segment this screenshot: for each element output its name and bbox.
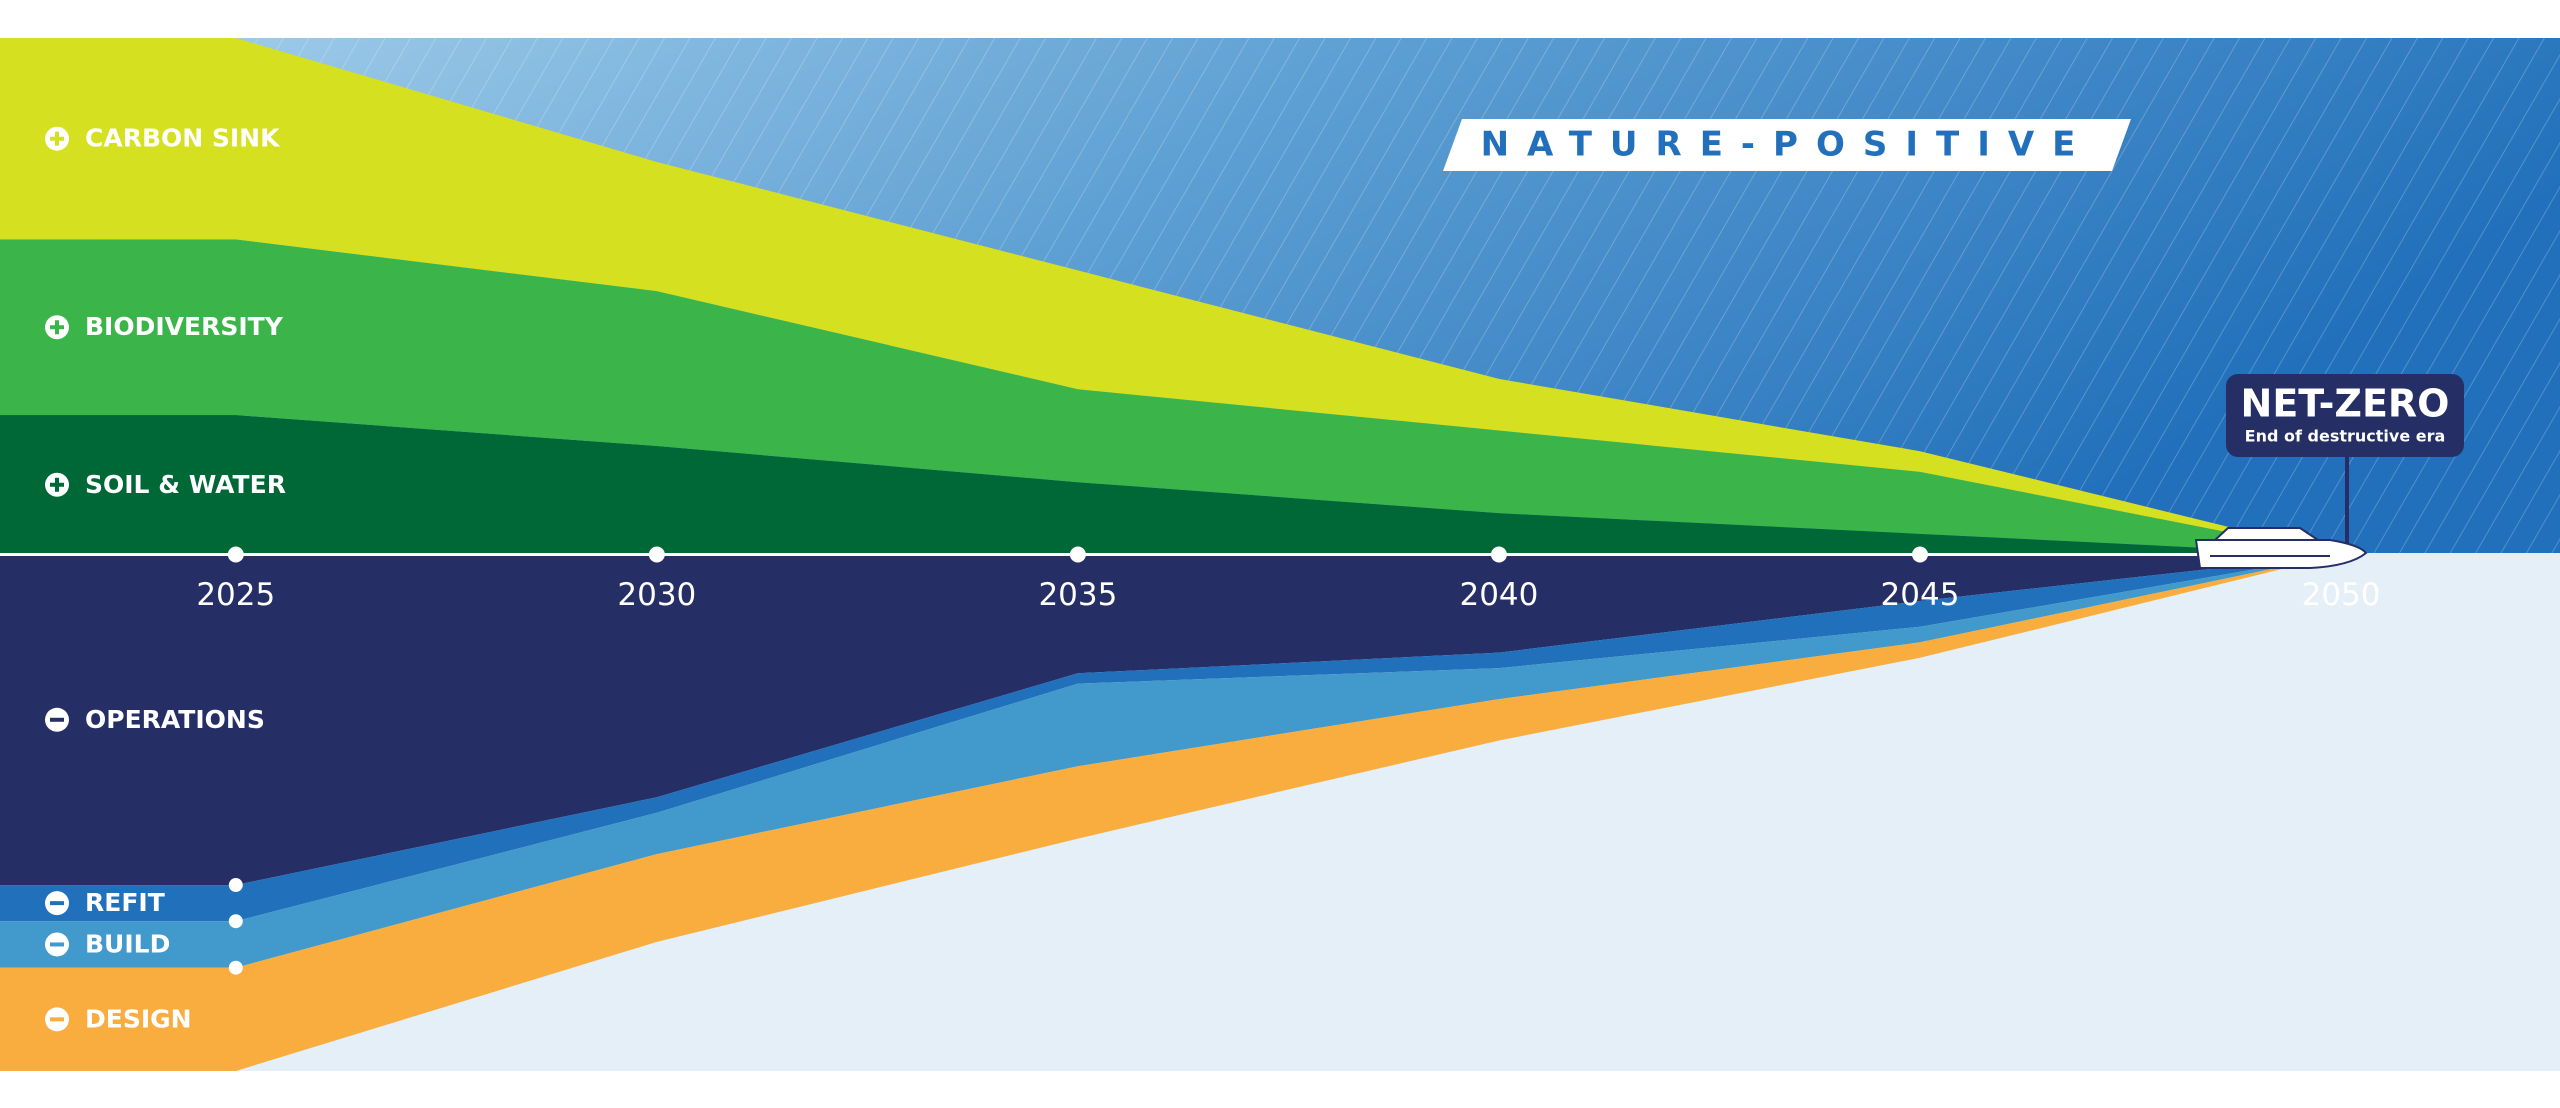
boundary-dot xyxy=(228,960,243,975)
callout-box xyxy=(2226,374,2464,457)
boundary-dot xyxy=(228,878,243,893)
series-label: BIODIVERSITY xyxy=(45,312,284,341)
series-name: BUILD xyxy=(85,929,170,958)
area-extension xyxy=(0,554,237,886)
overlay: SOIL & WATER BIODIVERSITY CARBON SINK OPERA… xyxy=(0,124,2381,1033)
x-tick-label: 2040 xyxy=(1459,577,1538,613)
series-label: CARBON SINK xyxy=(45,124,281,153)
callout-title: NET-ZERO xyxy=(2241,382,2450,426)
banner: NATURE-POSITIVE xyxy=(1443,119,2131,171)
series-name: BIODIVERSITY xyxy=(85,312,284,341)
area-extension xyxy=(0,885,237,922)
boundary-dot xyxy=(228,914,243,929)
x-tick-label: 2045 xyxy=(1881,577,1960,613)
area-extension xyxy=(0,239,237,416)
x-tick-label: 2030 xyxy=(617,577,696,613)
series-name: DESIGN xyxy=(85,1004,192,1033)
series-label: SOIL & WATER xyxy=(45,470,286,499)
area xyxy=(235,239,2342,555)
ship-hull xyxy=(2194,539,2368,569)
area-extension xyxy=(0,967,237,1071)
ship-deck xyxy=(2212,527,2322,541)
callout-note: End of destructive era xyxy=(2245,427,2446,446)
x-tick-dot xyxy=(227,546,244,563)
ship xyxy=(2194,527,2368,569)
x-tick-label: 2025 xyxy=(196,577,275,613)
x-tick-dot xyxy=(1912,546,1928,563)
area-extension xyxy=(0,921,237,968)
series-name: REFIT xyxy=(85,888,165,917)
x-tick-label: 2050 xyxy=(2302,577,2381,613)
series-name: OPERATIONS xyxy=(85,705,265,734)
series-name: CARBON SINK xyxy=(85,124,281,153)
series-name: SOIL & WATER xyxy=(85,470,286,499)
series-label: REFIT xyxy=(45,888,165,917)
net-zero-callout: NET-ZERO End of destructive era xyxy=(2226,374,2464,553)
area-extension xyxy=(0,415,237,555)
area xyxy=(235,554,2342,968)
x-tick-dot xyxy=(648,546,665,563)
x-tick-dot xyxy=(1490,546,1507,563)
banner-text: NATURE-POSITIVE xyxy=(1481,125,2094,165)
area xyxy=(235,554,2342,886)
x-tick-dot xyxy=(1069,546,1086,563)
series-label: DESIGN xyxy=(45,1004,192,1033)
banner-shape xyxy=(1443,119,2131,171)
x-tick-label: 2035 xyxy=(1038,577,1117,613)
area xyxy=(235,38,2342,555)
area-extension xyxy=(0,38,237,240)
series-label: OPERATIONS xyxy=(45,705,265,734)
series-label: BUILD xyxy=(45,929,170,958)
areas xyxy=(0,38,2342,1071)
area xyxy=(235,415,2342,555)
